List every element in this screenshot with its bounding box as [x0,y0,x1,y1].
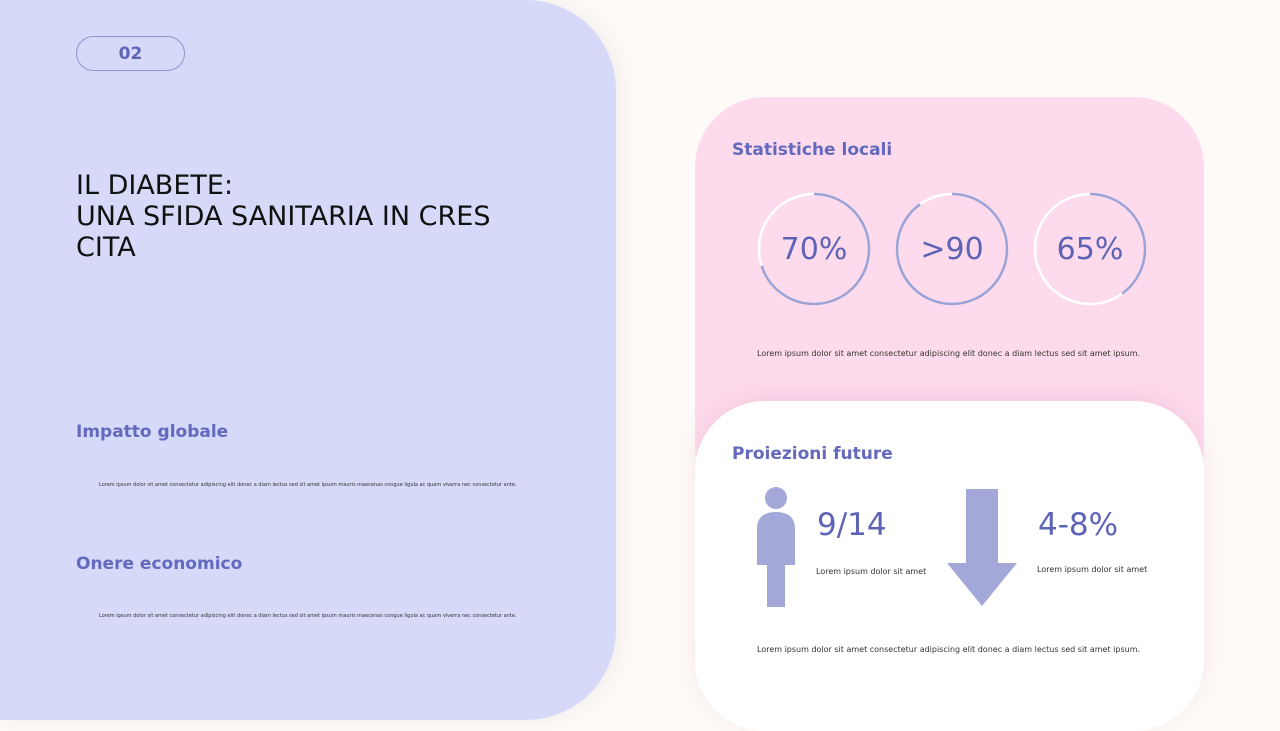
arrow-down-icon [947,489,1017,606]
stat-ring: >90 [895,192,1009,306]
title-line: UNA SFIDA SANITARIA IN CRES [76,201,491,232]
projection-value: 9/14 [817,507,887,543]
page-title: IL DIABETE: UNA SFIDA SANITARIA IN CRES … [76,170,546,263]
projections-text: Lorem ipsum dolor sit amet consectetur a… [757,645,1141,654]
card-heading: Statistiche locali [732,140,893,160]
projection-caption: Lorem ipsum dolor sit amet [816,567,927,576]
stats-text: Lorem ipsum dolor sit amet consectetur a… [757,349,1141,358]
projections-card: Proiezioni future 9/14 Lorem ipsum dolor… [695,401,1204,731]
left-panel: 02 IL DIABETE: UNA SFIDA SANITARIA IN CR… [0,0,616,720]
person-icon [757,487,795,607]
section-heading: Onere economico [76,554,243,574]
stat-ring: 70% [757,192,871,306]
projection-value: 4-8% [1038,507,1119,543]
section-heading: Impatto globale [76,422,229,442]
slide-number-badge: 02 [76,36,185,71]
section-text: Lorem ipsum dolor sit amet consectetur a… [99,613,517,619]
projection-caption: Lorem ipsum dolor sit amet [1037,565,1148,574]
ring-fill [757,192,871,306]
stat-value: 70% [780,231,848,267]
title-line: IL DIABETE: [76,170,234,201]
card-heading: Proiezioni future [732,444,893,464]
section-text: Lorem ipsum dolor sit amet consectetur a… [99,482,517,488]
stat-value: >90 [920,231,984,267]
stat-value: 65% [1056,231,1124,267]
stat-ring: 65% [1033,192,1147,306]
title-line: CITA [76,232,136,263]
ring-fill [1033,192,1147,306]
ring-fill [895,192,1009,306]
